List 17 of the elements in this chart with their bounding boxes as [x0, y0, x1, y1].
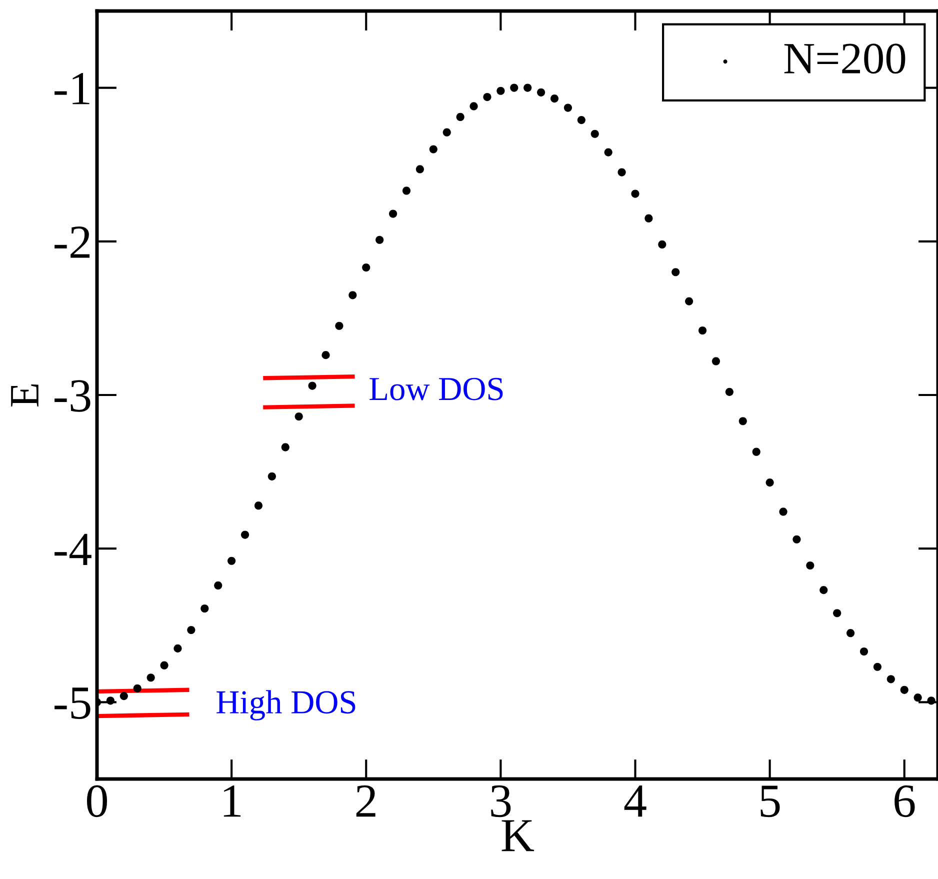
y-tick-label: -5: [54, 688, 90, 720]
x-tick-label: 3: [491, 785, 511, 818]
y-tick-label: -4: [54, 534, 92, 565]
legend-label: N=200: [784, 44, 906, 74]
x-tick-label: 1: [224, 785, 241, 817]
x-tick-label: 4: [624, 786, 646, 817]
x-tick-label: 5: [760, 786, 780, 818]
x-tick-label: 6: [894, 785, 915, 818]
y-tick-label: -1: [54, 73, 90, 104]
x-tick-label: 2: [356, 785, 376, 817]
y-tick-label: -3: [54, 380, 90, 412]
y-axis-title: E: [11, 384, 38, 407]
x-tick-label: 0: [86, 785, 108, 818]
y-tick-label: -2: [54, 226, 90, 258]
x-axis-title: K: [502, 820, 534, 852]
annotation: High DOS: [216, 690, 356, 720]
annotation: Low DOS: [370, 378, 503, 400]
